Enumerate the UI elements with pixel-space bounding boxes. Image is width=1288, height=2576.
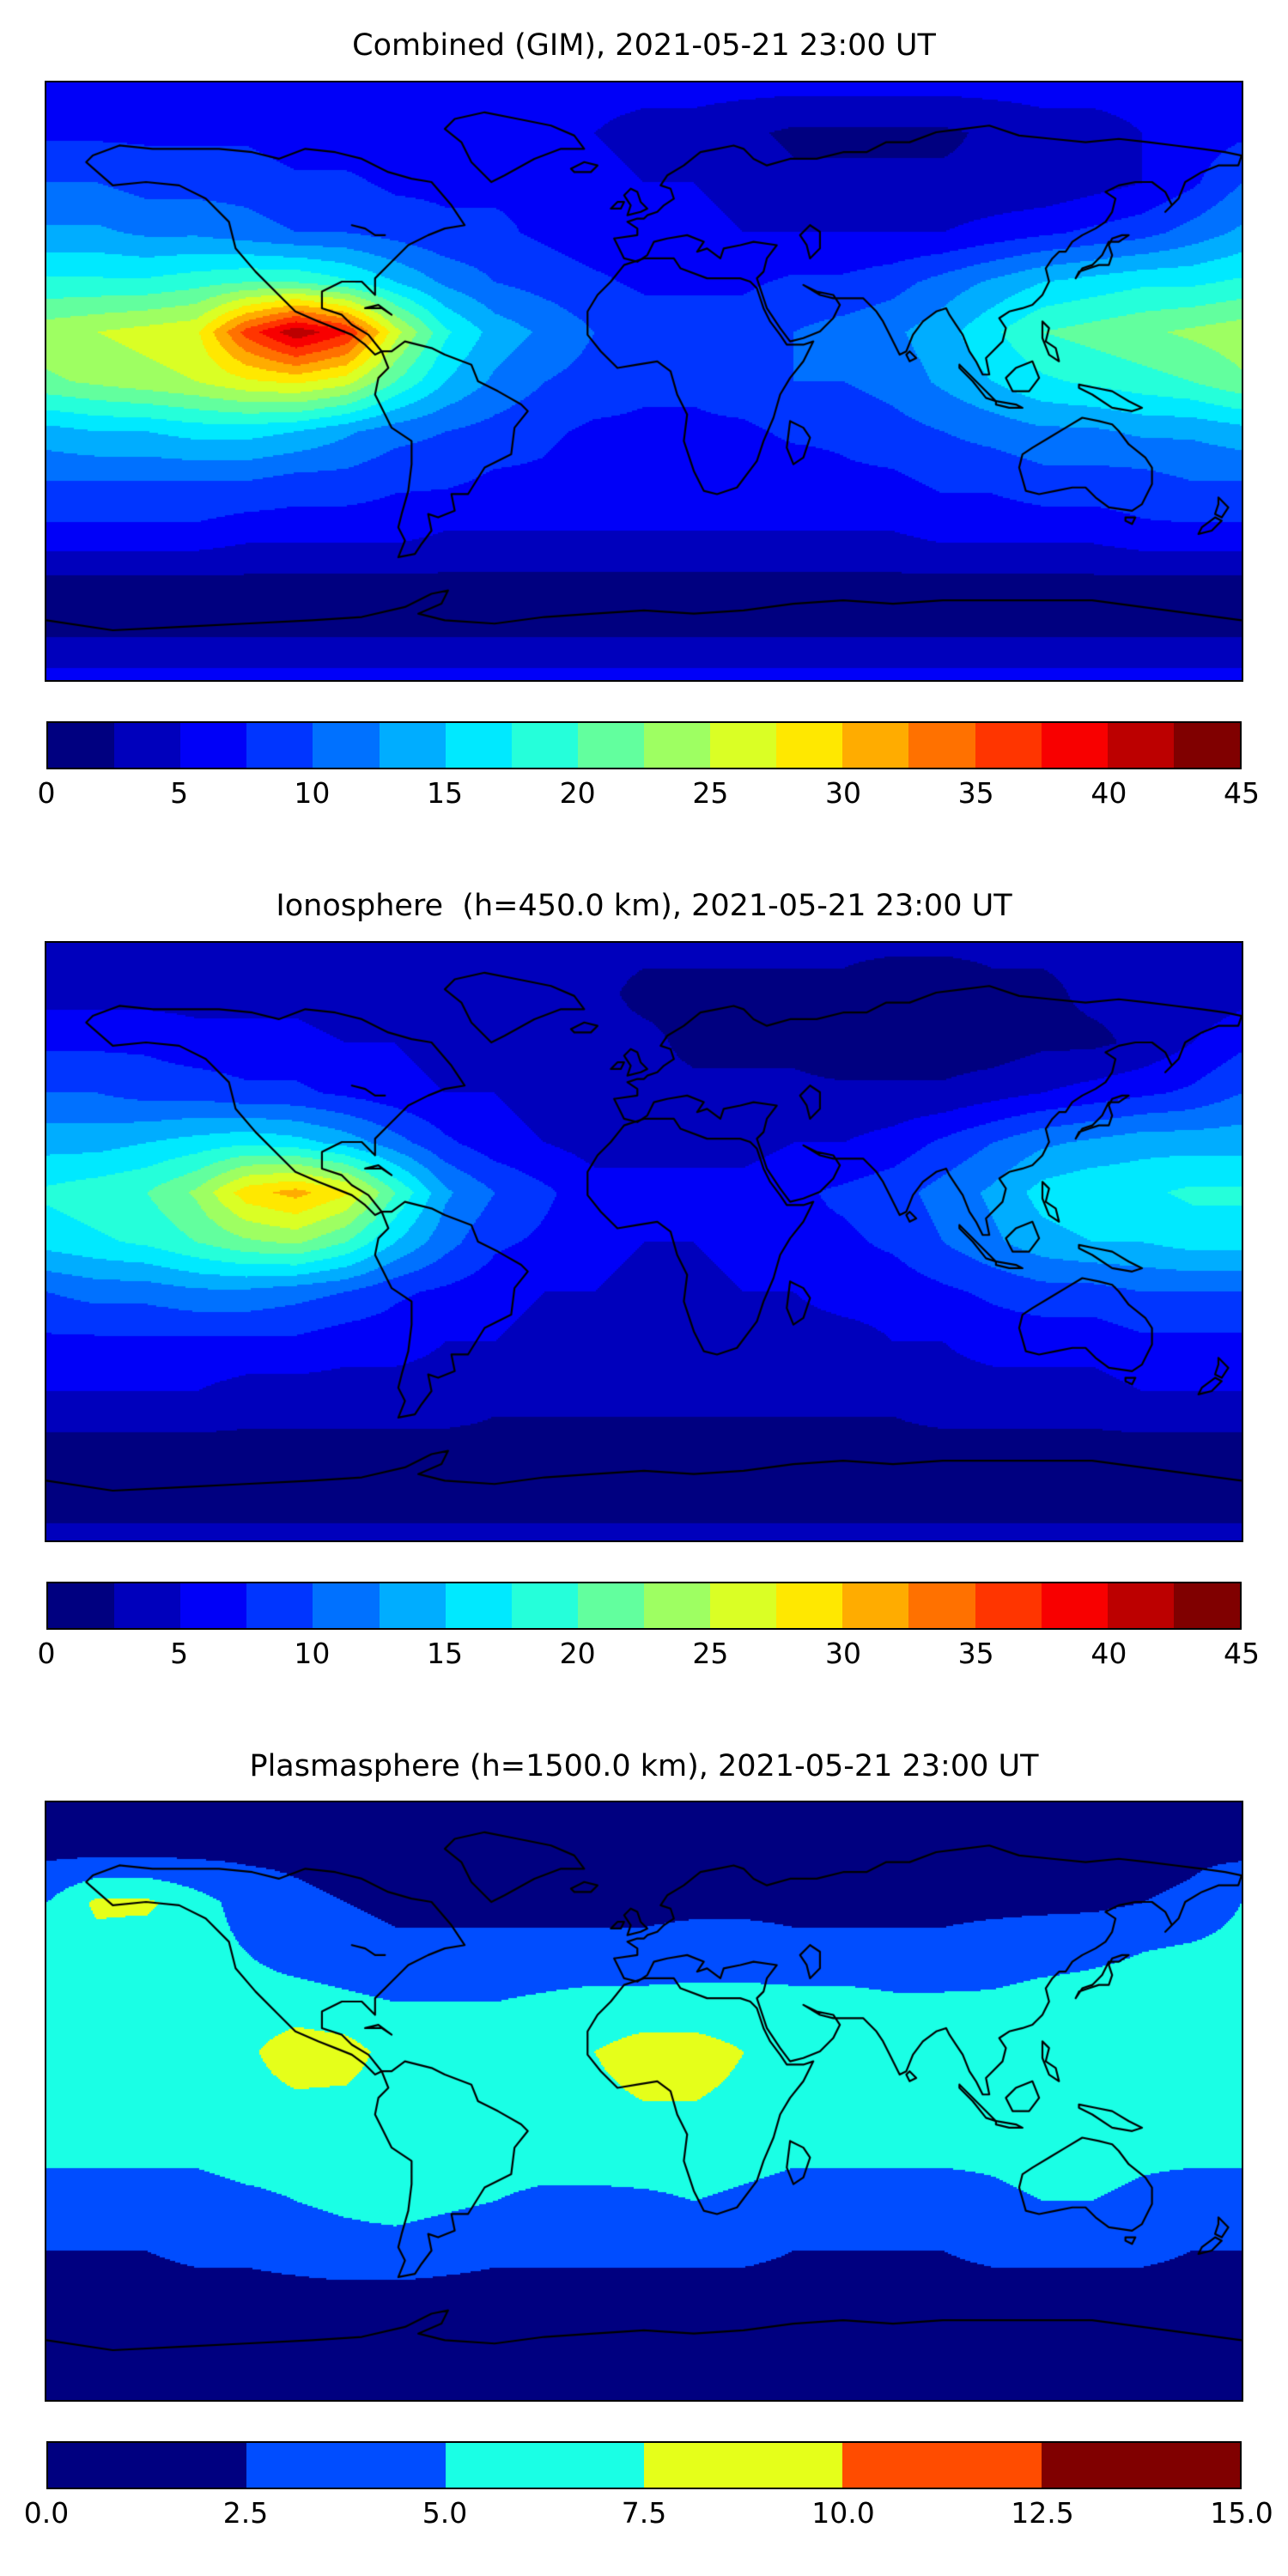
colorbar-segment: [577, 722, 644, 768]
colorbar-segment: [445, 1583, 512, 1628]
colorbar-segment: [908, 1583, 975, 1628]
colorbar-segment: [48, 2443, 247, 2488]
panel-title-ionosphere: Ionosphere (h=450.0 km), 2021-05-21 23:0…: [276, 888, 1012, 923]
colorbar-tick-label: 10: [294, 775, 331, 810]
colorbar-segment: [246, 2443, 446, 2488]
panel-plasmasphere: Plasmasphere (h=1500.0 km), 2021-05-21 2…: [24, 1736, 1273, 2537]
colorbar-tick-label: 20: [559, 1636, 596, 1670]
world-map-canvas-plasmasphere: [45, 1801, 1243, 2403]
colorbar-tick-label: 25: [692, 1636, 729, 1670]
colorbar-tick-label: 5.0: [422, 2496, 468, 2530]
colorbar-segment: [776, 722, 843, 768]
colorbar-segment: [643, 722, 711, 768]
colorbar-tick-label: 40: [1091, 1636, 1127, 1670]
colorbar-tick-label: 12.5: [1011, 2496, 1074, 2530]
colorbar-combined: 0 5 10 15 20 25 30 35 40 45: [38, 720, 1261, 816]
colorbar-tick-label: 0: [37, 775, 56, 810]
colorbar-segment: [48, 1583, 115, 1628]
colorbar-segment: [1041, 1583, 1108, 1628]
colorbar-segment: [114, 722, 181, 768]
colorbar-tick-label: 0: [37, 1636, 56, 1670]
colorbar-tick-label: 15: [427, 1636, 463, 1670]
colorbar-tick-label: 40: [1091, 775, 1127, 810]
colorbar-tick-label: 35: [957, 775, 994, 810]
colorbar-segment: [1041, 2443, 1240, 2488]
colorbar-segment: [908, 722, 975, 768]
colorbar-tick-label: 30: [825, 775, 861, 810]
colorbar-segment: [180, 722, 247, 768]
colorbar-segment: [379, 1583, 446, 1628]
colorbar-segment: [975, 722, 1042, 768]
colorbar-tick-label: 20: [559, 775, 596, 810]
colorbar-tick-label: 0.0: [23, 2496, 70, 2530]
colorbar-segment: [643, 1583, 711, 1628]
colorbar-ionosphere: 0 5 10 15 20 25 30 35 40 45: [38, 1581, 1261, 1676]
colorbar-segment: [1107, 722, 1174, 768]
colorbar-tick-label: 7.5: [621, 2496, 667, 2530]
colorbar-segment: [48, 722, 115, 768]
panel-combined: Combined (GIM), 2021-05-21 23:00 UT 0 5 10…: [38, 15, 1261, 816]
colorbar-segment: [1173, 722, 1240, 768]
colorbar-gradient-plasmasphere: [46, 2441, 1242, 2490]
colorbar-segment: [246, 1583, 313, 1628]
colorbar-segment: [842, 722, 909, 768]
colorbar-segment: [445, 2443, 644, 2488]
panel-ionosphere: Ionosphere (h=450.0 km), 2021-05-21 23:0…: [38, 876, 1261, 1676]
colorbar-tick-label: 45: [1224, 1636, 1260, 1670]
colorbar-segment: [710, 1583, 777, 1628]
colorbar-segment: [379, 722, 446, 768]
colorbar-segment: [511, 722, 578, 768]
colorbar-segment: [114, 1583, 181, 1628]
colorbar-segment: [445, 722, 512, 768]
colorbar-segment: [313, 1583, 380, 1628]
colorbar-tick-label: 30: [825, 1636, 861, 1670]
colorbar-tick-label: 45: [1224, 775, 1260, 810]
colorbar-tick-label: 15: [427, 775, 463, 810]
colorbar-tick-label: 5: [170, 1636, 189, 1670]
world-map-canvas-ionosphere: [45, 940, 1243, 1542]
colorbar-ticks-plasmasphere: 0.0 2.5 5.0 7.5 10.0 12.5 15.0: [24, 2496, 1273, 2536]
colorbar-segment: [975, 1583, 1042, 1628]
panel-title-plasmasphere: Plasmasphere (h=1500.0 km), 2021-05-21 2…: [249, 1748, 1039, 1783]
colorbar-segment: [1107, 1583, 1174, 1628]
colorbar-tick-label: 5: [170, 775, 189, 810]
colorbar-tick-label: 35: [957, 1636, 994, 1670]
colorbar-segment: [313, 722, 380, 768]
colorbar-segment: [643, 2443, 843, 2488]
colorbar-segment: [776, 1583, 843, 1628]
colorbar-tick-label: 2.5: [222, 2496, 269, 2530]
colorbar-segment: [842, 1583, 909, 1628]
colorbar-gradient-combined: [46, 720, 1242, 769]
colorbar-segment: [1041, 722, 1108, 768]
colorbar-segment: [511, 1583, 578, 1628]
colorbar-ticks-combined: 0 5 10 15 20 25 30 35 40 45: [38, 775, 1261, 816]
colorbar-segment: [842, 2443, 1042, 2488]
colorbar-segment: [710, 722, 777, 768]
colorbar-tick-label: 25: [692, 775, 729, 810]
colorbar-tick-label: 10.0: [811, 2496, 875, 2530]
colorbar-segment: [180, 1583, 247, 1628]
world-map-canvas-combined: [45, 80, 1243, 682]
colorbar-ticks-ionosphere: 0 5 10 15 20 25 30 35 40 45: [38, 1636, 1261, 1676]
colorbar-segment: [246, 722, 313, 768]
colorbar-segment: [577, 1583, 644, 1628]
colorbar-segment: [1173, 1583, 1240, 1628]
colorbar-tick-label: 15.0: [1210, 2496, 1273, 2530]
panel-title-combined: Combined (GIM), 2021-05-21 23:00 UT: [352, 28, 936, 63]
colorbar-tick-label: 10: [294, 1636, 331, 1670]
colorbar-gradient-ionosphere: [46, 1581, 1242, 1630]
colorbar-plasmasphere: 0.0 2.5 5.0 7.5 10.0 12.5 15.0: [24, 2441, 1273, 2536]
